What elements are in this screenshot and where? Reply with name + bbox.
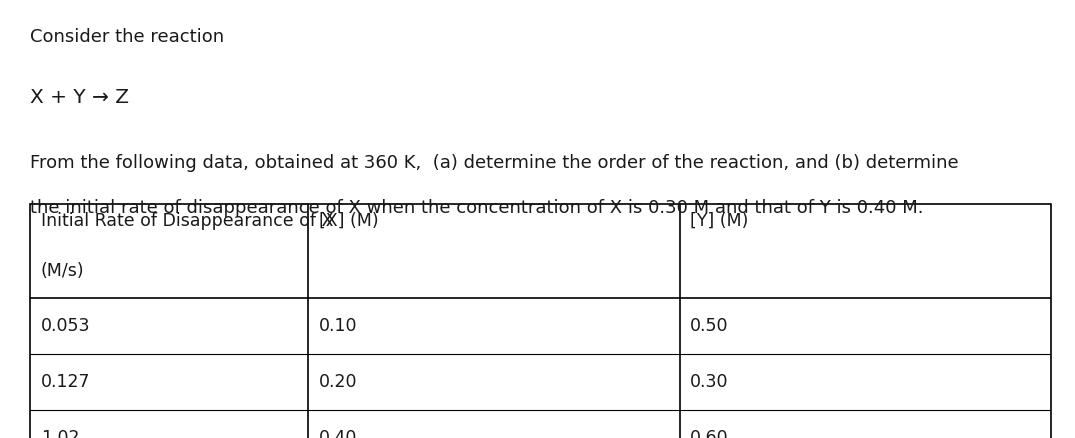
Text: 0.50: 0.50	[690, 317, 729, 335]
Text: 1.02: 1.02	[41, 429, 80, 438]
Text: the initial rate of disappearance of X when the concentration of X is 0.30 M and: the initial rate of disappearance of X w…	[30, 199, 923, 217]
Text: 0.10: 0.10	[318, 317, 357, 335]
Text: 0.053: 0.053	[41, 317, 90, 335]
Text: 0.40: 0.40	[318, 429, 357, 438]
Text: 0.127: 0.127	[41, 373, 90, 391]
Text: [Y] (M): [Y] (M)	[690, 212, 749, 230]
Text: 0.30: 0.30	[690, 373, 729, 391]
Text: X + Y → Z: X + Y → Z	[30, 88, 129, 106]
Text: Consider the reaction: Consider the reaction	[30, 28, 225, 46]
Text: 0.60: 0.60	[690, 429, 729, 438]
Text: (M/s): (M/s)	[41, 262, 85, 280]
Text: Initial Rate of Disappearance of X: Initial Rate of Disappearance of X	[41, 212, 333, 230]
Text: From the following data, obtained at 360 K,  (a) determine the order of the reac: From the following data, obtained at 360…	[30, 154, 959, 172]
Text: 0.20: 0.20	[318, 373, 357, 391]
Text: [X] (M): [X] (M)	[318, 212, 378, 230]
